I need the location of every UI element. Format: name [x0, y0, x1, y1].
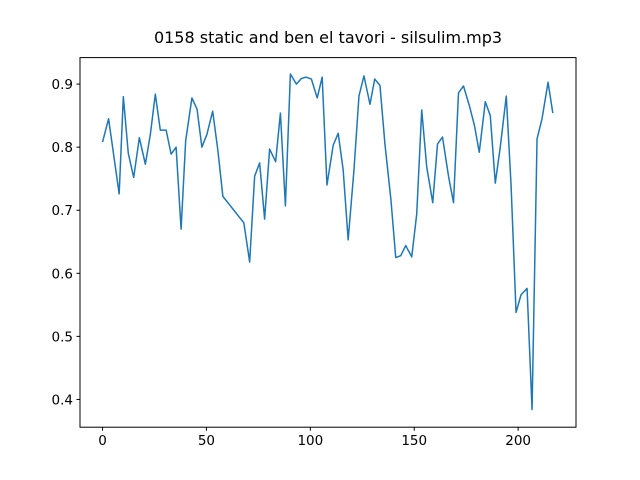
plot-frame [79, 57, 577, 428]
x-tick-label: 50 [198, 433, 215, 449]
y-tick-label: 0.4 [52, 392, 73, 408]
x-tick-label: 0 [98, 433, 107, 449]
y-tick-label: 0.5 [52, 329, 73, 345]
x-tick-label: 200 [505, 433, 531, 449]
y-tick-label: 0.6 [52, 266, 73, 282]
y-tick-label: 0.9 [52, 77, 73, 93]
x-tick-label: 100 [297, 433, 323, 449]
chart-title: 0158 static and ben el tavori - silsulim… [154, 28, 502, 47]
data-line [101, 73, 554, 411]
y-tick-label: 0.7 [52, 203, 73, 219]
x-tick-label: 150 [401, 433, 427, 449]
y-tick-label: 0.8 [52, 140, 73, 156]
